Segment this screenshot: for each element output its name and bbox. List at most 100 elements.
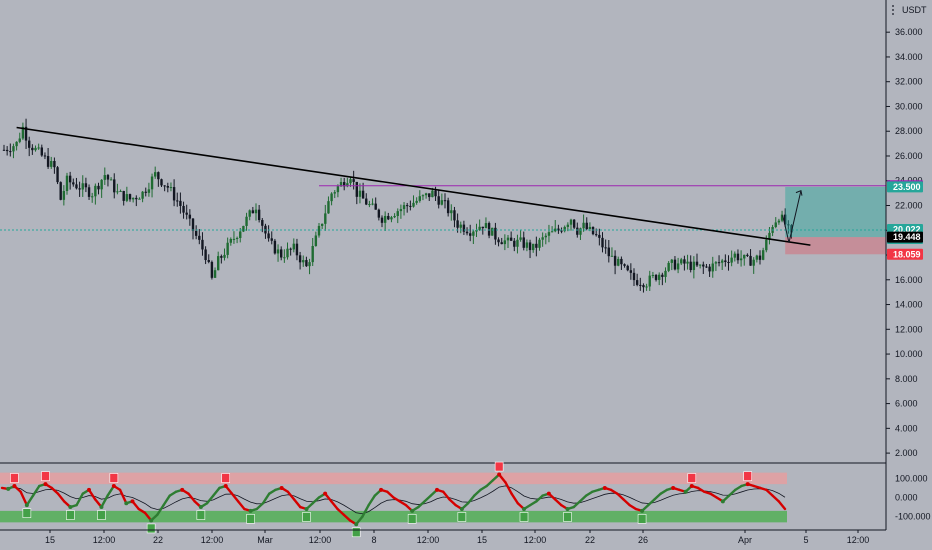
candle-body xyxy=(314,235,318,247)
candle-body xyxy=(207,260,210,262)
buy-signal-icon xyxy=(563,512,572,522)
candle-body xyxy=(393,216,396,218)
candle-body xyxy=(601,237,604,248)
candle-body xyxy=(541,237,544,240)
candle-body xyxy=(695,261,699,266)
osc-segment xyxy=(118,488,128,505)
candle-body xyxy=(780,214,784,221)
candle-body xyxy=(122,190,125,201)
oscillator-pane[interactable] xyxy=(0,461,886,538)
candle-body xyxy=(50,160,53,167)
osc-trough-dot xyxy=(99,505,104,510)
candle-body xyxy=(91,196,94,198)
osc-segment xyxy=(398,500,408,507)
time-tick-label: 5 xyxy=(803,535,808,545)
osc-segment xyxy=(578,494,588,503)
candle-body xyxy=(327,201,330,214)
osc-segment xyxy=(622,498,631,507)
candle-body xyxy=(500,242,503,245)
oscillator-layer xyxy=(0,472,787,527)
price-tick-label: 32.000 xyxy=(895,77,923,87)
osc-segment xyxy=(529,500,538,507)
candle-body xyxy=(46,156,50,167)
buy-signal-icon xyxy=(351,527,361,538)
candle-body xyxy=(109,179,113,181)
candle-body xyxy=(135,197,138,200)
candle-body xyxy=(730,257,733,263)
candle-body xyxy=(343,182,346,187)
main-pane[interactable] xyxy=(0,118,886,293)
candle-body xyxy=(494,227,497,240)
candle-body xyxy=(698,264,702,266)
osc-peak-dot xyxy=(435,487,439,492)
osc-peak-dot xyxy=(180,487,185,492)
candle-body xyxy=(9,151,12,153)
candle-body xyxy=(497,239,500,243)
candle-body xyxy=(28,140,31,148)
candle-body xyxy=(406,205,409,207)
candle-body xyxy=(336,186,340,193)
osc-trough-dot xyxy=(304,506,309,511)
candle-body xyxy=(784,214,787,225)
osc-segment xyxy=(417,500,426,509)
osc-segment xyxy=(647,498,656,507)
candle-body xyxy=(642,285,645,288)
buy-signal-icon xyxy=(196,510,206,520)
osc-trough-dot xyxy=(198,505,203,510)
candle-body xyxy=(774,222,777,228)
dots-vertical-icon[interactable] xyxy=(892,5,894,15)
osc-segment xyxy=(442,490,451,501)
candle-body xyxy=(324,213,327,224)
candle-body xyxy=(613,255,617,266)
candle-body xyxy=(339,182,343,187)
osc-segment xyxy=(659,488,669,495)
price-tick-label: 14.000 xyxy=(895,300,923,310)
buy-signal-icon xyxy=(407,514,417,524)
osc-peak-dot xyxy=(279,485,284,490)
price-tag-label: 20.022 xyxy=(893,224,921,234)
candle-body xyxy=(721,260,724,263)
osc-trough-dot xyxy=(640,508,645,513)
candle-body xyxy=(37,147,40,149)
osc-segment xyxy=(696,486,706,493)
candle-body xyxy=(440,200,444,205)
candle-body xyxy=(443,200,447,202)
stop-zone xyxy=(785,237,886,255)
osc-segment xyxy=(448,498,457,507)
candle-body xyxy=(113,179,116,193)
candle-body xyxy=(62,191,66,200)
candle-body xyxy=(456,220,459,228)
candle-body xyxy=(472,231,475,236)
candle-body xyxy=(97,185,100,190)
osc-segment xyxy=(100,494,109,509)
time-axis[interactable]: 15 12:00 22 12:00 Mar 12:00 8 12:00 15 12:00 22 26 A… xyxy=(0,529,886,545)
candle-body xyxy=(676,263,680,270)
candle-body xyxy=(576,227,579,235)
price-axis[interactable]: USDT 36.000 34.000 32.000 30.000 28.000 26.00… xyxy=(885,0,931,530)
osc-segment xyxy=(336,507,345,516)
price-tag-label: 19.448 xyxy=(893,232,921,242)
osc-segment xyxy=(205,494,215,505)
candle-body xyxy=(752,259,755,266)
candle-body xyxy=(169,187,173,189)
candle-body xyxy=(374,203,377,210)
candle-body xyxy=(100,179,103,190)
time-tick-label: 12:00 xyxy=(417,535,440,545)
candle-body xyxy=(346,183,349,187)
candle-body xyxy=(421,195,425,197)
candle-body xyxy=(478,226,481,231)
candle-body xyxy=(582,222,585,229)
candle-body xyxy=(172,187,176,201)
trend-line xyxy=(16,126,811,246)
osc-peak-dot xyxy=(130,499,135,504)
candle-body xyxy=(239,231,242,238)
candle-body xyxy=(777,220,781,223)
candle-body xyxy=(320,223,324,226)
candle-body xyxy=(733,253,736,258)
osc-segment xyxy=(56,492,66,503)
candle-body xyxy=(547,232,551,236)
candle-body xyxy=(179,200,182,206)
candle-body xyxy=(24,126,28,141)
